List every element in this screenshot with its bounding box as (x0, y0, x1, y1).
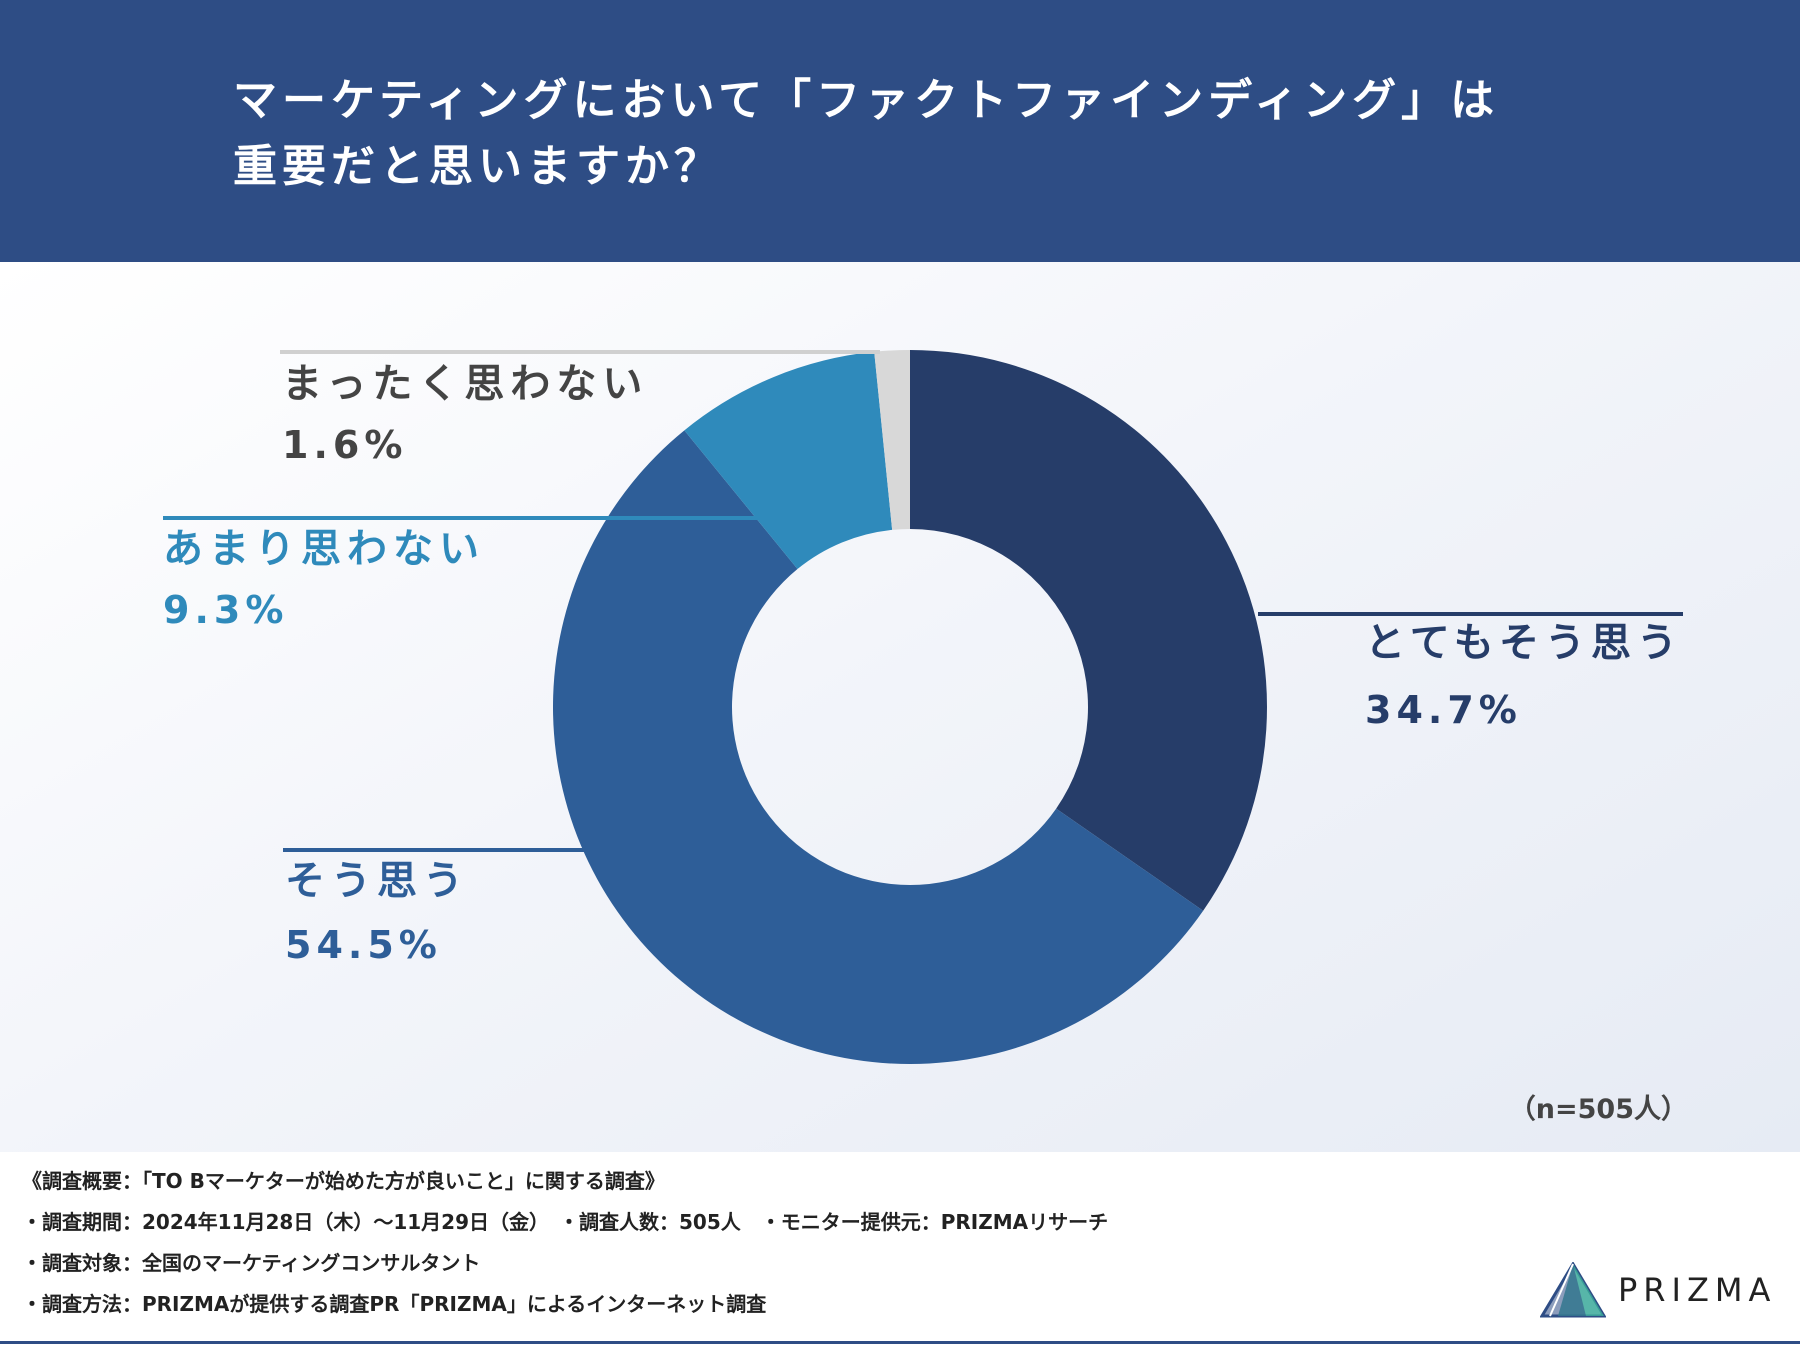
survey-period-line: ・調査期間：2024年11月28日（木）～11月29日（金） ・調査人数：505… (22, 1210, 1109, 1234)
donut-slice-sou (553, 430, 1204, 1064)
footer: 《調査概要：「TO Bマーケターが始めた方が良いこと」に関する調査》 ・調査期間… (0, 1152, 1800, 1350)
value-label-amari: 9.3% (163, 588, 289, 632)
survey-method-line: ・調査方法：PRIZMAが提供する調査PR「PRIZMA」によるインターネット調… (22, 1292, 767, 1316)
chart-title-line-2: 重要だと思いますか？ (233, 141, 723, 192)
header-banner: マーケティングにおいて「ファクトファインディング」は 重要だと思いますか？ (0, 0, 1800, 262)
category-label-amari: あまり思わない (163, 526, 485, 572)
value-label-mattaku: 1.6% (282, 423, 408, 467)
donut-slice-mattaku (874, 350, 910, 530)
sample-size-note: （n=505人） (1508, 1094, 1688, 1125)
category-label-mattaku: まったく思わない (282, 361, 649, 407)
category-label-sou: そう思う (285, 858, 469, 904)
prizma-logo-text: PRIZMA (1618, 1271, 1777, 1309)
chart-area: とてもそう思う 34.7% そう思う 54.5% あまり思わない 9.3% まっ… (0, 262, 1800, 1152)
value-label-totemo: 34.7% (1365, 688, 1522, 732)
survey-overview-line: 《調査概要：「TO Bマーケターが始めた方が良いこと」に関する調査》 (22, 1169, 665, 1193)
donut-slice-amari (684, 351, 893, 570)
donut-slice-totemo (910, 350, 1268, 911)
survey-target-line: ・調査対象：全国のマーケティングコンサルタント (22, 1251, 481, 1275)
footer-divider (0, 1341, 1800, 1344)
donut-chart (163, 350, 1683, 1064)
chart-title-line-1: マーケティングにおいて「ファクトファインディング」は (233, 75, 1500, 126)
category-label-totemo: とてもそう思う (1365, 620, 1683, 666)
value-label-sou: 54.5% (285, 923, 442, 967)
prizma-logo-icon (1540, 1262, 1606, 1318)
chart-title: マーケティングにおいて「ファクトファインディング」は 重要だと思いますか？ (233, 68, 1733, 200)
prizma-logo: PRIZMA (1540, 1262, 1780, 1322)
